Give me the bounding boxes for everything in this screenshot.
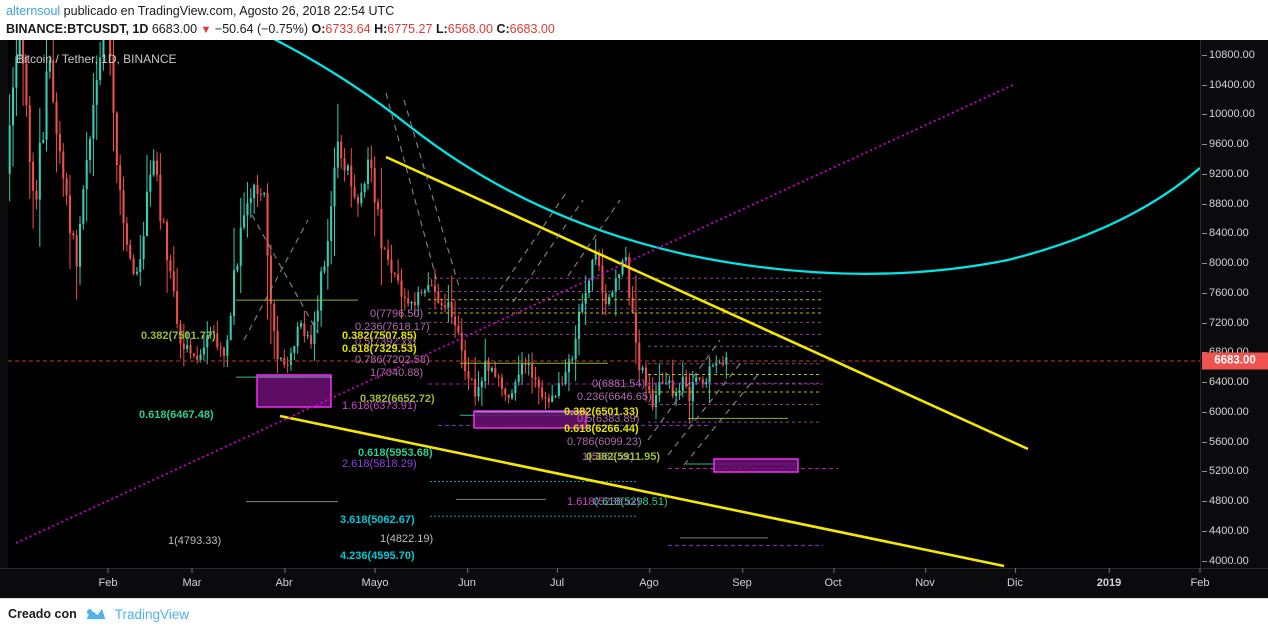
candlestick-series	[8, 40, 728, 424]
price-tick: 10400.00	[1202, 78, 1255, 91]
chart-header: alternsoul publicado en TradingView.com,…	[0, 0, 1268, 40]
price-plot-area[interactable]: 0.382(7501.77) 0.618(6467.48) 0(7796.50) 0.…	[8, 40, 1200, 568]
tradingview-logo-icon	[86, 608, 106, 620]
price-tick: 4800.00	[1202, 495, 1249, 508]
time-tick: Feb	[1190, 568, 1210, 589]
price-tick: 8000.00	[1202, 257, 1249, 270]
time-tick: Abr	[275, 568, 293, 589]
time-tick: Mar	[182, 568, 202, 589]
author-link[interactable]: alternsoul	[6, 4, 61, 18]
chart-footer: Creado con TradingView	[0, 598, 1268, 632]
quote-line: BINANCE:BTCUSDT, 1D 6683.00 ▼ −50.64 (−0…	[6, 22, 555, 36]
down-arrow-icon: ▼	[200, 24, 212, 36]
low-value: 6568.00	[447, 22, 493, 36]
low-label: L:	[435, 22, 448, 36]
price-tick: 5600.00	[1202, 435, 1249, 448]
price-tick: 9200.00	[1202, 167, 1249, 180]
time-tick: Feb	[98, 568, 118, 589]
price-tick: 10000.00	[1202, 108, 1255, 121]
price-axis[interactable]: 10800.00 10400.00 10000.00 9600.00 9200.00 88…	[1200, 40, 1268, 568]
time-tick: Oct	[824, 568, 842, 589]
price-tick: 8800.00	[1202, 197, 1249, 210]
publish-info: alternsoul publicado en TradingView.com,…	[6, 4, 394, 18]
high-value: 6775.27	[387, 22, 433, 36]
price-tick: 6000.00	[1202, 405, 1249, 418]
time-axis[interactable]: Feb Mar Abr Mayo Jun Jul Ago Sep Oct Nov Dic 2019 Fe…	[0, 568, 1268, 598]
close-value: 6683.00	[509, 22, 555, 36]
last-price: 6683.00	[151, 22, 198, 36]
chart-frame: 0.382(7501.77) 0.618(6467.48) 0(7796.50) 0.…	[0, 40, 1268, 598]
price-tick: 10800.00	[1202, 48, 1255, 61]
publish-text: publicado en TradingView.com, Agosto 26,…	[60, 4, 395, 18]
time-tick: 2019	[1096, 568, 1122, 589]
chart-title: Bitcoin / Tether, 1D, BINANCE	[16, 52, 177, 66]
current-price-badge: 6683.00	[1202, 352, 1268, 370]
price-tick: 4000.00	[1202, 554, 1249, 567]
time-tick: Dic	[1007, 568, 1023, 589]
symbol-label[interactable]: BINANCE:BTCUSDT, 1D	[6, 22, 149, 36]
price-tick: 4400.00	[1202, 524, 1249, 537]
time-tick: Ago	[639, 568, 659, 589]
high-label: H:	[374, 22, 388, 36]
time-tick: Jun	[458, 568, 476, 589]
close-label: C:	[496, 22, 510, 36]
time-tick: Mayo	[361, 568, 389, 589]
price-tick: 8400.00	[1202, 227, 1249, 240]
price-tick: 6400.00	[1202, 376, 1249, 389]
created-with-label: Creado con	[8, 607, 77, 621]
time-tick: Nov	[915, 568, 935, 589]
tradingview-brand-link[interactable]: TradingView	[114, 606, 190, 622]
price-tick: 7600.00	[1202, 286, 1249, 299]
open-value: 6733.64	[325, 22, 371, 36]
price-tick: 7200.00	[1202, 316, 1249, 329]
time-tick: Sep	[732, 568, 752, 589]
price-tick: 5200.00	[1202, 465, 1249, 478]
price-change: −50.64 (−0.75%)	[214, 22, 309, 36]
time-tick: Jul	[549, 568, 565, 589]
price-tick: 9600.00	[1202, 138, 1249, 151]
open-label: O:	[311, 22, 326, 36]
